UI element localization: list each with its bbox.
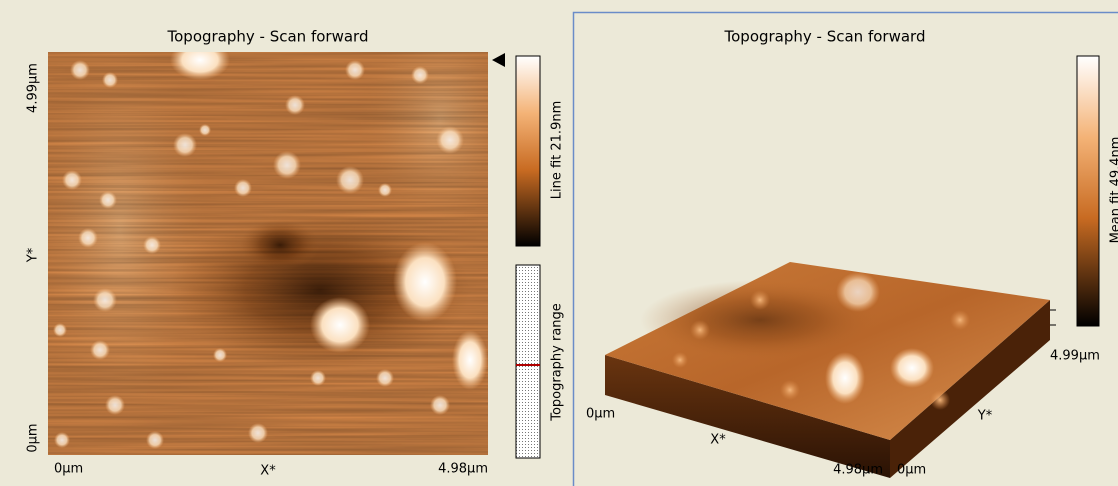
topography-image [48, 52, 488, 455]
panel-title: Topography - Scan forward [167, 28, 369, 46]
x-axis-label: X* [710, 433, 726, 448]
y-max-label: 4.99µm [1050, 349, 1100, 364]
x-min-label: 0µm [586, 407, 615, 422]
left-panel: Topography - Scan forward [26, 28, 565, 479]
colorbar-label: Mean fit 49.4nm [1109, 137, 1118, 244]
panel-frame [572, 11, 1118, 486]
colorbar [1076, 55, 1100, 327]
y-min-label: 0µm [897, 463, 926, 478]
x-min-label: 0µm [54, 462, 83, 477]
panel-title: Topography - Scan forward [724, 28, 926, 46]
line-marker[interactable] [492, 53, 505, 67]
range-label: Topography range [550, 303, 565, 422]
right-panel: Topography - Scan forward 0µm X* 4.98µm … [572, 11, 1118, 486]
range-bar[interactable] [515, 264, 541, 459]
x-max-label: 4.98µm [833, 463, 883, 478]
y-axis-label: Y* [977, 409, 993, 424]
colorbar [515, 55, 541, 247]
surface-3d [605, 262, 1050, 478]
y-axis-label: Y* [26, 247, 41, 263]
y-max-label: 4.99µm [26, 63, 41, 113]
x-max-label: 4.98µm [438, 462, 488, 477]
colorbar-label: Line fit 21.9nm [550, 101, 565, 200]
y-min-label: 0µm [26, 423, 41, 452]
x-axis-label: X* [260, 464, 276, 479]
